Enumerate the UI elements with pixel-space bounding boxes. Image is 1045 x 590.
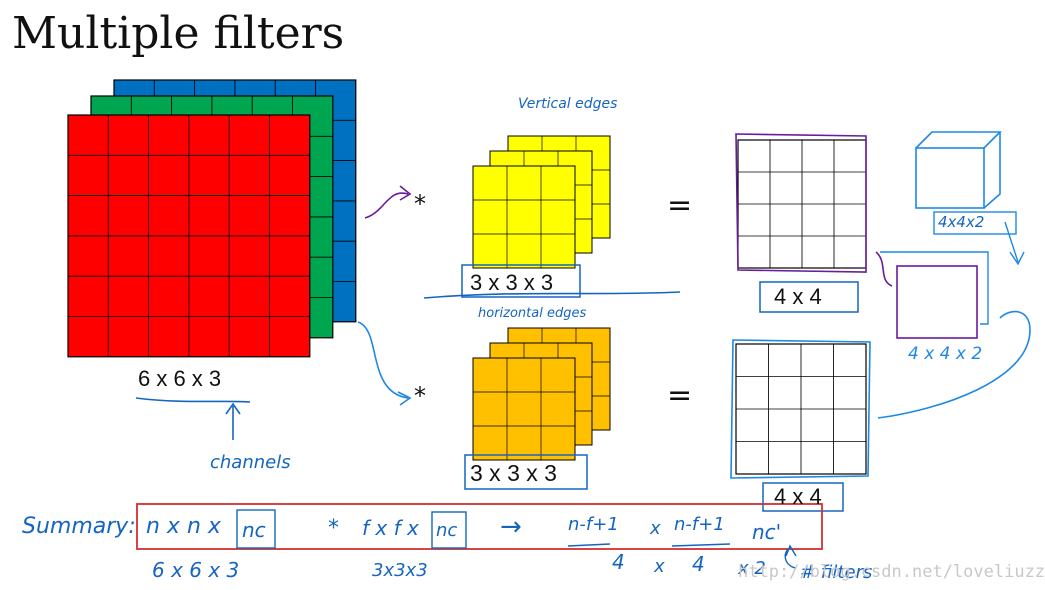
summary-nc-term: nc — [242, 518, 266, 542]
summary-nc2-box — [431, 511, 467, 549]
arrow-stack-shape — [1004, 221, 1025, 266]
arrow-to-filter1 — [364, 185, 412, 219]
filter2-label-box — [464, 454, 588, 490]
summary-nc-box — [236, 509, 276, 549]
result-purple-square — [896, 265, 978, 339]
summary-num-filter: 3x3x3 — [372, 560, 428, 581]
output2-shape-label: 4 x 4 — [774, 484, 822, 509]
summary-fraction-lines — [567, 543, 731, 547]
summary-times: * — [328, 516, 339, 541]
arrow-output2-to-stack — [877, 310, 1031, 419]
filter1-layer-front — [472, 165, 576, 269]
summary-num-times: x — [654, 556, 665, 577]
stacked-volume-sketch — [915, 131, 1002, 209]
summary-out1-term: n-f+1 — [568, 514, 619, 535]
summary-n-term: n x n x — [146, 514, 221, 539]
filters-arrow — [784, 544, 797, 569]
summary-ncp-term: nc' — [752, 520, 782, 544]
arrow-output1-to-stack — [875, 251, 893, 287]
stacked-shape-box — [933, 211, 1017, 235]
stacked-shape-note: 4x4x2 — [938, 213, 985, 231]
summary-num-filters: x 2 — [738, 558, 766, 579]
output1-grid — [737, 139, 867, 269]
summary-box — [136, 503, 823, 550]
conv-symbol-1: * — [414, 190, 426, 218]
summary-f-term: f x f x — [362, 516, 419, 540]
summary-arrow: → — [500, 512, 522, 542]
output1-purple-outline — [735, 133, 867, 273]
divider-stroke — [423, 291, 681, 299]
f2-front-background — [472, 357, 576, 461]
output1-label-box — [759, 281, 859, 313]
conv-symbol-2: * — [414, 382, 426, 410]
arrow-to-filter2 — [357, 321, 412, 406]
output1-shape-label: 4 x 4 — [774, 284, 822, 309]
filter2-layer-front — [472, 357, 576, 461]
result-shape-note: 4 x 4 x 2 — [908, 344, 983, 364]
vertical-edges-note: Vertical edges — [518, 96, 618, 112]
channels-arrow — [225, 402, 241, 440]
output2-grid — [735, 343, 867, 475]
input-underline — [135, 397, 251, 403]
horizontal-edges-note: horizontal edges — [478, 306, 587, 321]
summary-out2-term: n-f+1 — [674, 514, 725, 535]
summary-label: Summary: — [22, 514, 136, 539]
summary-num-out2: 4 — [692, 552, 705, 576]
output2-blue-outline — [730, 339, 871, 479]
input-layer-red — [67, 114, 311, 358]
filter2-shape-label: 3 x 3 x 3 — [470, 460, 557, 486]
summary-num-input: 6 x 6 x 3 — [152, 558, 240, 582]
summary-out-times: x — [650, 518, 661, 539]
summary-nc2-term: nc — [436, 520, 458, 541]
filter1-shape-label: 3 x 3 x 3 — [470, 270, 554, 295]
filters-note: # filters — [800, 562, 873, 583]
f1-front-background — [472, 165, 576, 269]
watermark: http://blog.csdn.net/loveliuzz — [738, 562, 1045, 582]
filter1-label-box — [461, 264, 581, 298]
summary-num-out1: 4 — [612, 550, 625, 574]
input-shape-label: 6 x 6 x 3 — [138, 366, 222, 391]
equals-symbol-2: = — [667, 378, 693, 413]
channels-note: channels — [210, 452, 291, 473]
result-blue-bracket — [880, 251, 989, 325]
output2-label-box — [762, 482, 844, 512]
equals-symbol-1: = — [667, 188, 693, 223]
page-title: Multiple filters — [12, 8, 345, 59]
